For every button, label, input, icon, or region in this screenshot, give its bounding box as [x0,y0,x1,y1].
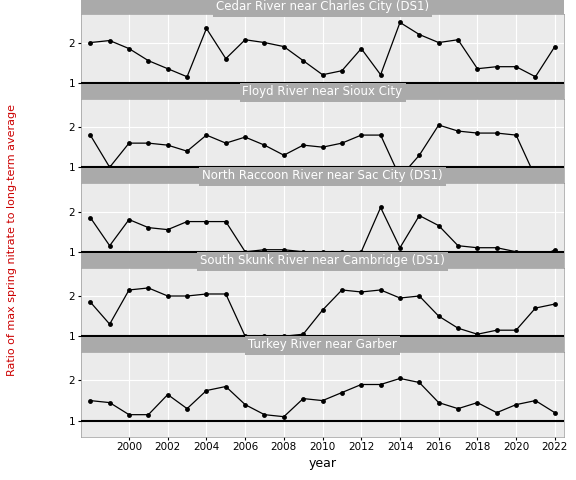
FancyBboxPatch shape [81,168,564,183]
Text: Floyd River near Sioux City: Floyd River near Sioux City [242,86,403,99]
Text: Cedar River near Charles City (DS1): Cedar River near Charles City (DS1) [216,0,429,13]
Text: Turkey River near Garber: Turkey River near Garber [248,338,397,351]
Text: Ratio of max spring nitrate to long-term average: Ratio of max spring nitrate to long-term… [6,104,17,376]
FancyBboxPatch shape [81,252,564,268]
FancyBboxPatch shape [81,84,564,99]
FancyBboxPatch shape [81,0,564,14]
Text: South Skunk River near Cambridge (DS1): South Skunk River near Cambridge (DS1) [200,254,445,267]
Text: South Skunk River near Cambridge (DS1): South Skunk River near Cambridge (DS1) [200,255,445,268]
Text: Turkey River near Garber: Turkey River near Garber [248,339,397,352]
Text: North Raccoon River near Sac City (DS1): North Raccoon River near Sac City (DS1) [202,169,443,182]
Text: North Raccoon River near Sac City (DS1): North Raccoon River near Sac City (DS1) [202,170,443,183]
Text: Cedar River near Charles City (DS1): Cedar River near Charles City (DS1) [216,1,429,14]
X-axis label: year: year [309,456,336,469]
Text: Floyd River near Sioux City: Floyd River near Sioux City [242,85,403,98]
FancyBboxPatch shape [81,337,564,352]
